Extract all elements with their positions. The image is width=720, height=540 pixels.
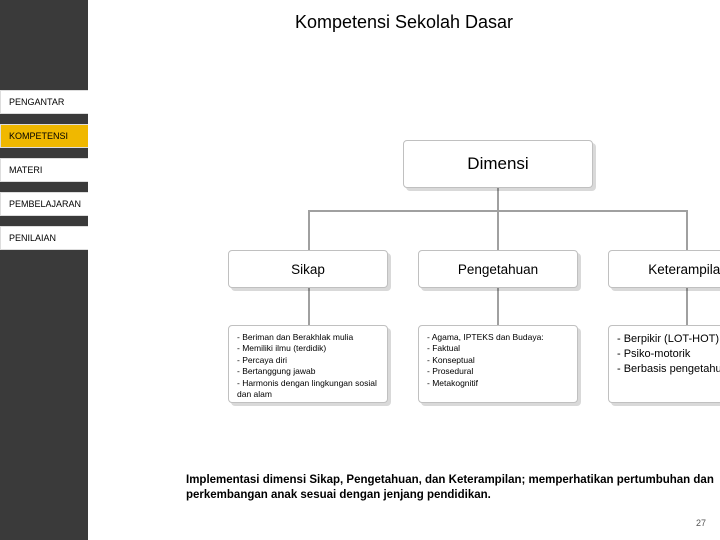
page-number: 27 <box>696 518 706 528</box>
connector <box>497 288 499 325</box>
node-label: Pengetahuan <box>458 262 538 277</box>
node-label: Sikap <box>291 262 325 277</box>
node-label: Keterampilan <box>648 262 720 277</box>
footer-text: Implementasi dimensi Sikap, Pengetahuan,… <box>186 473 720 504</box>
node-root-label: Dimensi <box>467 154 528 174</box>
node-pengetahuan: Pengetahuan <box>418 250 578 288</box>
connector <box>308 288 310 325</box>
leaf-pengetahuan: - Agama, IPTEKS dan Budaya: - Faktual - … <box>418 325 578 403</box>
page-title: Kompetensi Sekolah Dasar <box>88 0 720 39</box>
connector <box>497 210 499 250</box>
leaf-text: - Agama, IPTEKS dan Budaya: - Faktual - … <box>427 332 544 389</box>
leaf-sikap: - Beriman dan Berakhlak mulia - Memiliki… <box>228 325 388 403</box>
node-sikap: Sikap <box>228 250 388 288</box>
leaf-text: - Beriman dan Berakhlak mulia - Memiliki… <box>237 332 379 401</box>
connector <box>686 288 688 325</box>
leaf-keterampilan: - Berpikir (LOT-HOT) - Psiko-motorik - B… <box>608 325 720 403</box>
node-keterampilan: Keterampilan <box>608 250 720 288</box>
node-root: Dimensi <box>403 140 593 188</box>
connector <box>686 210 688 250</box>
connector <box>308 210 310 250</box>
leaf-text: - Berpikir (LOT-HOT) - Psiko-motorik - B… <box>617 332 720 377</box>
connector <box>497 188 499 210</box>
page-content: Kompetensi Sekolah Dasar Dimensi Sikap P… <box>88 0 720 540</box>
